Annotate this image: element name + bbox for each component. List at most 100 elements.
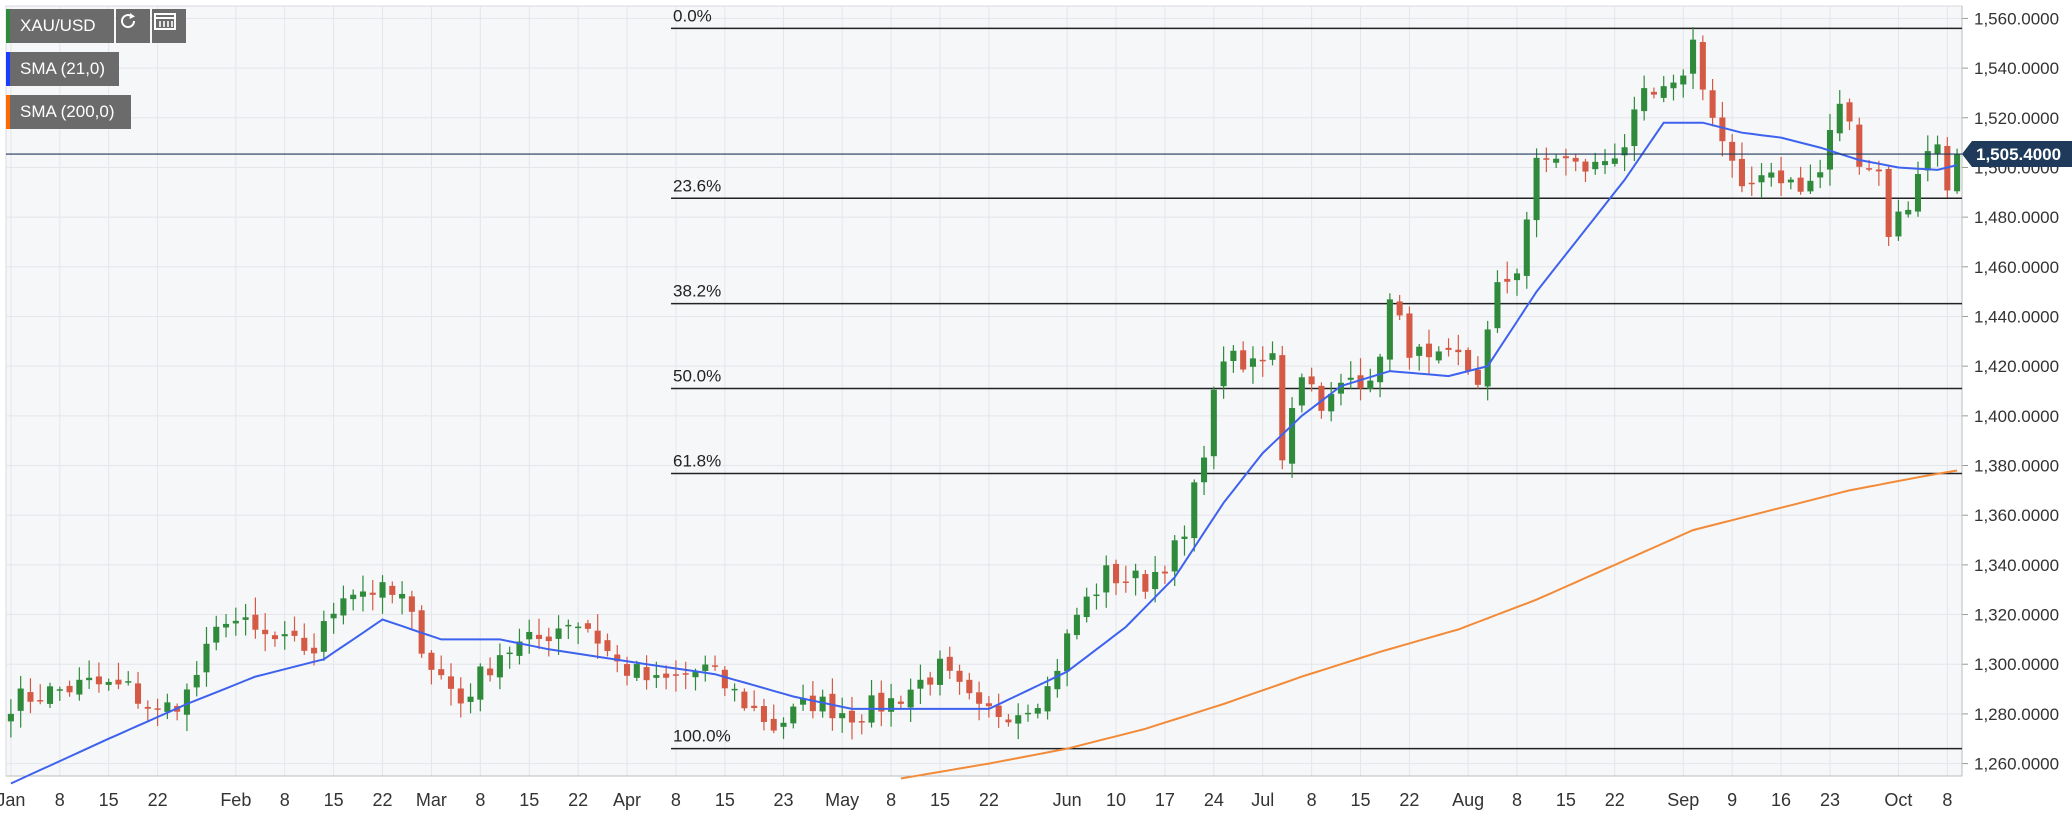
candle-body <box>1582 161 1589 172</box>
candle-body <box>545 636 552 642</box>
candle-body <box>692 672 699 678</box>
x-tick-label: 15 <box>930 790 950 810</box>
symbol-label[interactable]: XAU/USD <box>6 9 114 43</box>
candle-body <box>1592 161 1599 170</box>
y-tick-label: 1,340.0000 <box>1974 556 2059 575</box>
candle-body <box>1367 380 1374 389</box>
x-tick-label: Jul <box>1251 790 1274 810</box>
y-tick-label: 1,300.0000 <box>1974 655 2059 674</box>
candle-body <box>1709 90 1716 118</box>
candle-body <box>946 656 953 671</box>
candle-body <box>1406 313 1413 358</box>
x-tick-label: Mar <box>416 790 447 810</box>
candle-body <box>1670 82 1677 89</box>
candle-body <box>1484 329 1491 387</box>
candle-body <box>56 689 63 691</box>
candle-body <box>1347 377 1354 380</box>
candle-body <box>154 708 161 710</box>
candle-body <box>985 703 992 707</box>
candle-body <box>565 624 572 627</box>
candle-body <box>86 677 93 681</box>
candle-body <box>1357 375 1364 389</box>
x-tick-label: 15 <box>324 790 344 810</box>
candle-body <box>936 658 944 685</box>
candle-body <box>1054 670 1061 690</box>
candle-body <box>995 705 1002 717</box>
candle-body <box>721 669 728 689</box>
refresh-button[interactable] <box>116 9 150 43</box>
candle-body <box>682 673 689 675</box>
candle-body <box>1289 408 1296 464</box>
candle-body <box>858 721 865 723</box>
candle-body <box>1220 361 1227 387</box>
candle-body <box>262 629 269 635</box>
x-tick-label: 22 <box>1605 790 1625 810</box>
candle-body <box>741 691 748 709</box>
candle-body <box>95 676 102 685</box>
x-tick-label: 16 <box>1771 790 1791 810</box>
indicator-sma200[interactable]: SMA (200,0) <box>6 95 131 129</box>
y-tick-label: 1,320.0000 <box>1974 606 2059 625</box>
candle-body <box>770 718 777 731</box>
symbol-text: XAU/USD <box>20 16 96 35</box>
x-tick-label: 22 <box>979 790 999 810</box>
candle-body <box>1269 353 1276 360</box>
symbol-color-stripe <box>6 9 10 43</box>
candle-body <box>477 666 484 700</box>
candle-body <box>819 696 826 712</box>
candle-body <box>614 654 621 662</box>
candle-body <box>623 664 631 676</box>
candle-body <box>506 652 513 655</box>
candle-body <box>330 613 337 619</box>
candle-body <box>1954 154 1961 192</box>
x-tick-label: 24 <box>1204 790 1224 810</box>
candle-body <box>1836 103 1843 134</box>
candle-body <box>1778 170 1785 184</box>
x-tick-label: 17 <box>1155 790 1175 810</box>
candle-body <box>1171 540 1178 572</box>
candle-body <box>291 630 298 636</box>
fib-level-label: 23.6% <box>673 176 721 195</box>
candle-body <box>193 674 200 688</box>
candle-body <box>1641 88 1648 112</box>
indicator-sma21[interactable]: SMA (21,0) <box>6 52 119 86</box>
candle-body <box>1318 385 1325 411</box>
candle-body <box>712 665 719 667</box>
candle-body <box>1758 175 1765 183</box>
candle-body <box>1181 536 1188 539</box>
candle-body <box>1386 299 1393 360</box>
candle-body <box>1112 563 1120 584</box>
candle-body <box>242 617 249 620</box>
candle-body <box>1328 393 1335 412</box>
candle-body <box>878 692 885 712</box>
x-tick-label: May <box>825 790 859 810</box>
x-tick-label: Apr <box>613 790 641 810</box>
candle-body <box>1445 347 1452 350</box>
x-tick-label: 8 <box>1512 790 1522 810</box>
candle-body <box>281 634 288 637</box>
date-range-button[interactable] <box>152 9 186 43</box>
candle-body <box>1924 151 1931 171</box>
candle-body <box>359 591 367 597</box>
candle-body <box>633 664 640 678</box>
candle-body <box>1856 124 1863 167</box>
candle-body <box>555 628 562 639</box>
candle-body <box>976 692 983 704</box>
x-tick-label: 22 <box>148 790 168 810</box>
candle-body <box>1504 278 1511 282</box>
candle-body <box>907 689 914 708</box>
candle-body <box>1680 75 1687 85</box>
candle-body <box>702 664 709 671</box>
candle-body <box>1513 273 1521 281</box>
candle-body <box>1425 343 1433 358</box>
candle-body <box>46 686 54 704</box>
candle-body <box>1249 358 1256 367</box>
candle-body <box>105 681 112 685</box>
candle-body <box>1875 169 1882 172</box>
x-tick-label: 15 <box>715 790 735 810</box>
candle-body <box>575 626 582 629</box>
y-tick-label: 1,440.0000 <box>1974 307 2059 326</box>
candle-body <box>1866 168 1873 170</box>
candle-body <box>389 585 396 595</box>
